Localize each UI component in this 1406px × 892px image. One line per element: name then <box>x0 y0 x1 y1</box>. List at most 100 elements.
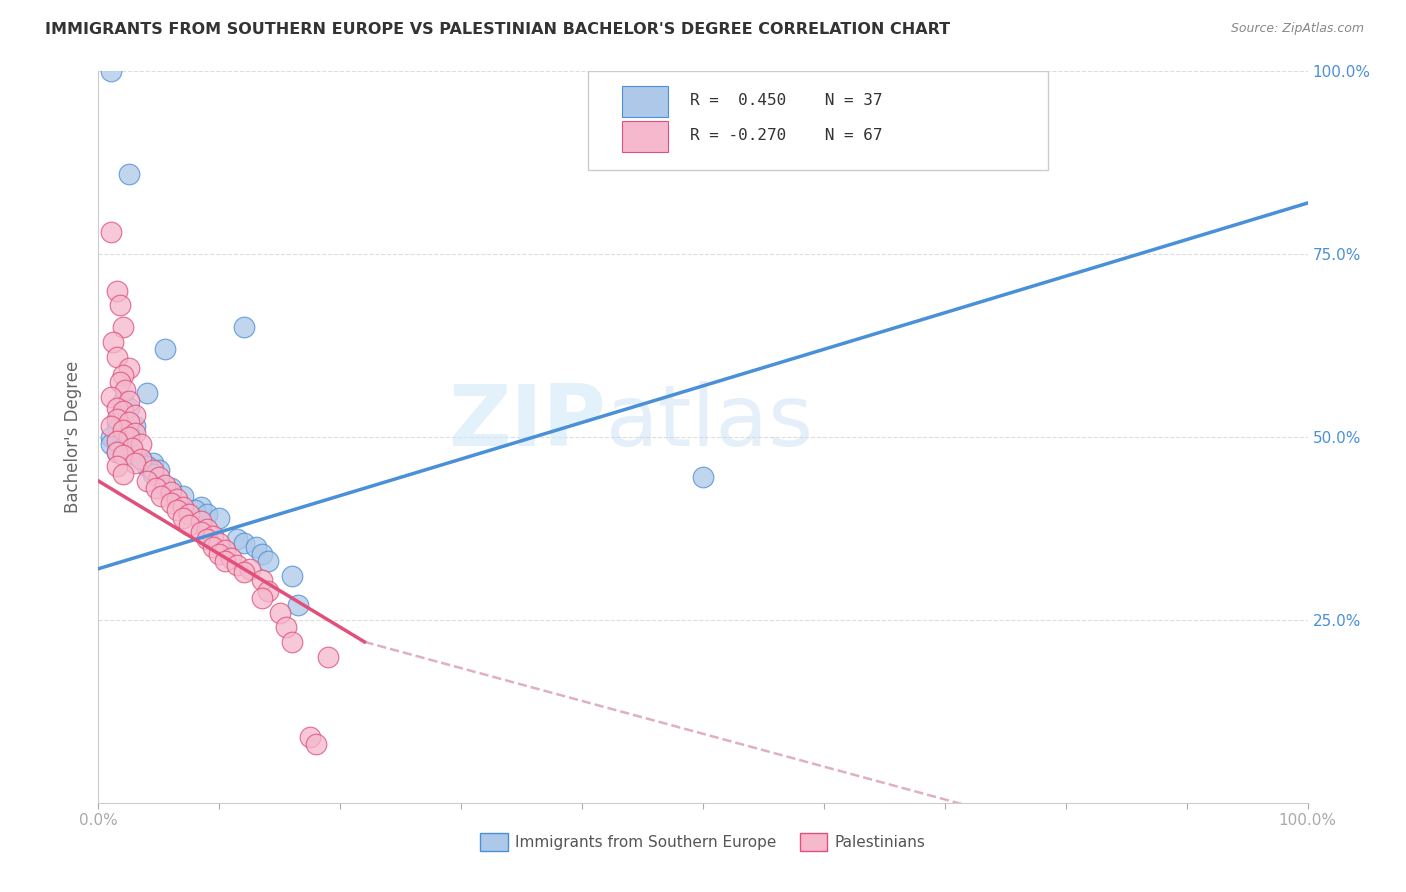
Point <box>105 416 128 430</box>
Point <box>111 423 134 437</box>
Bar <box>621 86 668 117</box>
Point <box>245 540 267 554</box>
Point <box>148 463 170 477</box>
Point <box>100 430 122 444</box>
Point <box>172 500 194 514</box>
Point <box>232 320 254 334</box>
Point <box>111 320 134 334</box>
Point <box>281 635 304 649</box>
Text: atlas: atlas <box>606 381 814 464</box>
Point <box>214 554 236 568</box>
Point <box>108 298 131 312</box>
Point <box>111 368 134 382</box>
Point <box>111 467 134 481</box>
Point <box>184 503 207 517</box>
Point <box>118 167 141 181</box>
Point <box>111 393 134 408</box>
Point <box>195 533 218 547</box>
Point <box>135 474 157 488</box>
Point <box>145 481 167 495</box>
Point <box>250 547 273 561</box>
Point <box>166 503 188 517</box>
Point <box>256 554 278 568</box>
Point <box>105 444 128 458</box>
Point <box>124 419 146 434</box>
Point <box>153 477 176 491</box>
Point <box>208 547 231 561</box>
Point <box>179 517 201 532</box>
Point <box>124 448 146 462</box>
Point <box>195 507 218 521</box>
Point <box>118 426 141 441</box>
Point <box>100 64 122 78</box>
Point <box>692 470 714 484</box>
Point <box>316 649 339 664</box>
Point <box>105 350 128 364</box>
Point <box>172 489 194 503</box>
Point <box>160 496 183 510</box>
Point <box>142 456 165 470</box>
Point <box>100 390 122 404</box>
Text: ZIP: ZIP <box>449 381 606 464</box>
Point <box>111 441 134 455</box>
Point <box>190 500 212 514</box>
Point <box>160 481 183 495</box>
Legend: Immigrants from Southern Europe, Palestinians: Immigrants from Southern Europe, Palesti… <box>474 827 932 857</box>
Point <box>153 343 176 357</box>
Point <box>281 569 304 583</box>
Text: Source: ZipAtlas.com: Source: ZipAtlas.com <box>1230 22 1364 36</box>
Text: R = -0.270    N = 67: R = -0.270 N = 67 <box>690 128 882 144</box>
Point <box>100 419 122 434</box>
Point <box>118 393 141 408</box>
Point <box>118 401 141 415</box>
Point <box>195 521 218 535</box>
FancyBboxPatch shape <box>588 71 1047 170</box>
Point <box>105 412 128 426</box>
Point <box>111 448 134 462</box>
Point <box>287 599 309 613</box>
Text: IMMIGRANTS FROM SOUTHERN EUROPE VS PALESTINIAN BACHELOR'S DEGREE CORRELATION CHA: IMMIGRANTS FROM SOUTHERN EUROPE VS PALES… <box>45 22 950 37</box>
Point <box>114 383 136 397</box>
Point <box>105 401 128 415</box>
Point <box>135 459 157 474</box>
Point <box>108 375 131 389</box>
Point <box>190 525 212 540</box>
Point <box>142 467 165 481</box>
Point <box>118 360 141 375</box>
Point <box>100 225 122 239</box>
Point <box>129 437 152 451</box>
Point <box>299 730 322 744</box>
Point <box>166 492 188 507</box>
Point <box>226 533 249 547</box>
Point <box>100 437 122 451</box>
Point <box>232 536 254 550</box>
Point <box>105 434 128 448</box>
Point <box>202 529 225 543</box>
Point <box>214 543 236 558</box>
Point <box>221 550 243 565</box>
Point <box>256 583 278 598</box>
Point <box>105 444 128 458</box>
Point <box>148 470 170 484</box>
Point <box>111 408 134 422</box>
Point <box>250 573 273 587</box>
Point <box>250 591 273 605</box>
Point <box>105 459 128 474</box>
Point <box>111 434 134 448</box>
Point <box>118 416 141 430</box>
Point <box>124 426 146 441</box>
Point <box>124 408 146 422</box>
Bar <box>621 121 668 152</box>
Point <box>305 737 328 751</box>
Point <box>135 386 157 401</box>
Y-axis label: Bachelor's Degree: Bachelor's Degree <box>65 361 83 513</box>
Point <box>118 430 141 444</box>
Point <box>111 404 134 418</box>
Point <box>208 536 231 550</box>
Point <box>121 441 143 455</box>
Point <box>274 620 297 634</box>
Point <box>208 510 231 524</box>
Point <box>269 606 291 620</box>
Point <box>124 456 146 470</box>
Point <box>129 452 152 467</box>
